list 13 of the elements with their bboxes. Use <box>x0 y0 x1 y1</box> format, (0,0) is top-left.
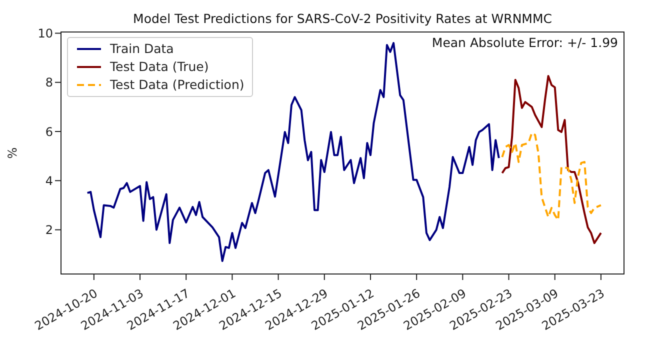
y-tick-label: 8 <box>45 76 53 90</box>
y-tick-label: 4 <box>45 174 53 188</box>
legend-label: Test Data (Prediction) <box>110 76 244 94</box>
y-tick-label: 2 <box>45 223 53 238</box>
y-tick-label: 6 <box>45 124 53 139</box>
legend-label: Test Data (True) <box>110 58 209 76</box>
line-series <box>501 132 602 221</box>
chart-title: Model Test Predictions for SARS-CoV-2 Positivity Rates at WRNMMC <box>132 11 553 26</box>
y-axis-title: % <box>5 147 20 159</box>
line-series <box>501 74 602 244</box>
y-tick-label: 10 <box>38 26 53 40</box>
legend-label: Train Data <box>110 40 174 58</box>
annotation: Mean Absolute Error: +/- 1.99 <box>432 35 618 50</box>
